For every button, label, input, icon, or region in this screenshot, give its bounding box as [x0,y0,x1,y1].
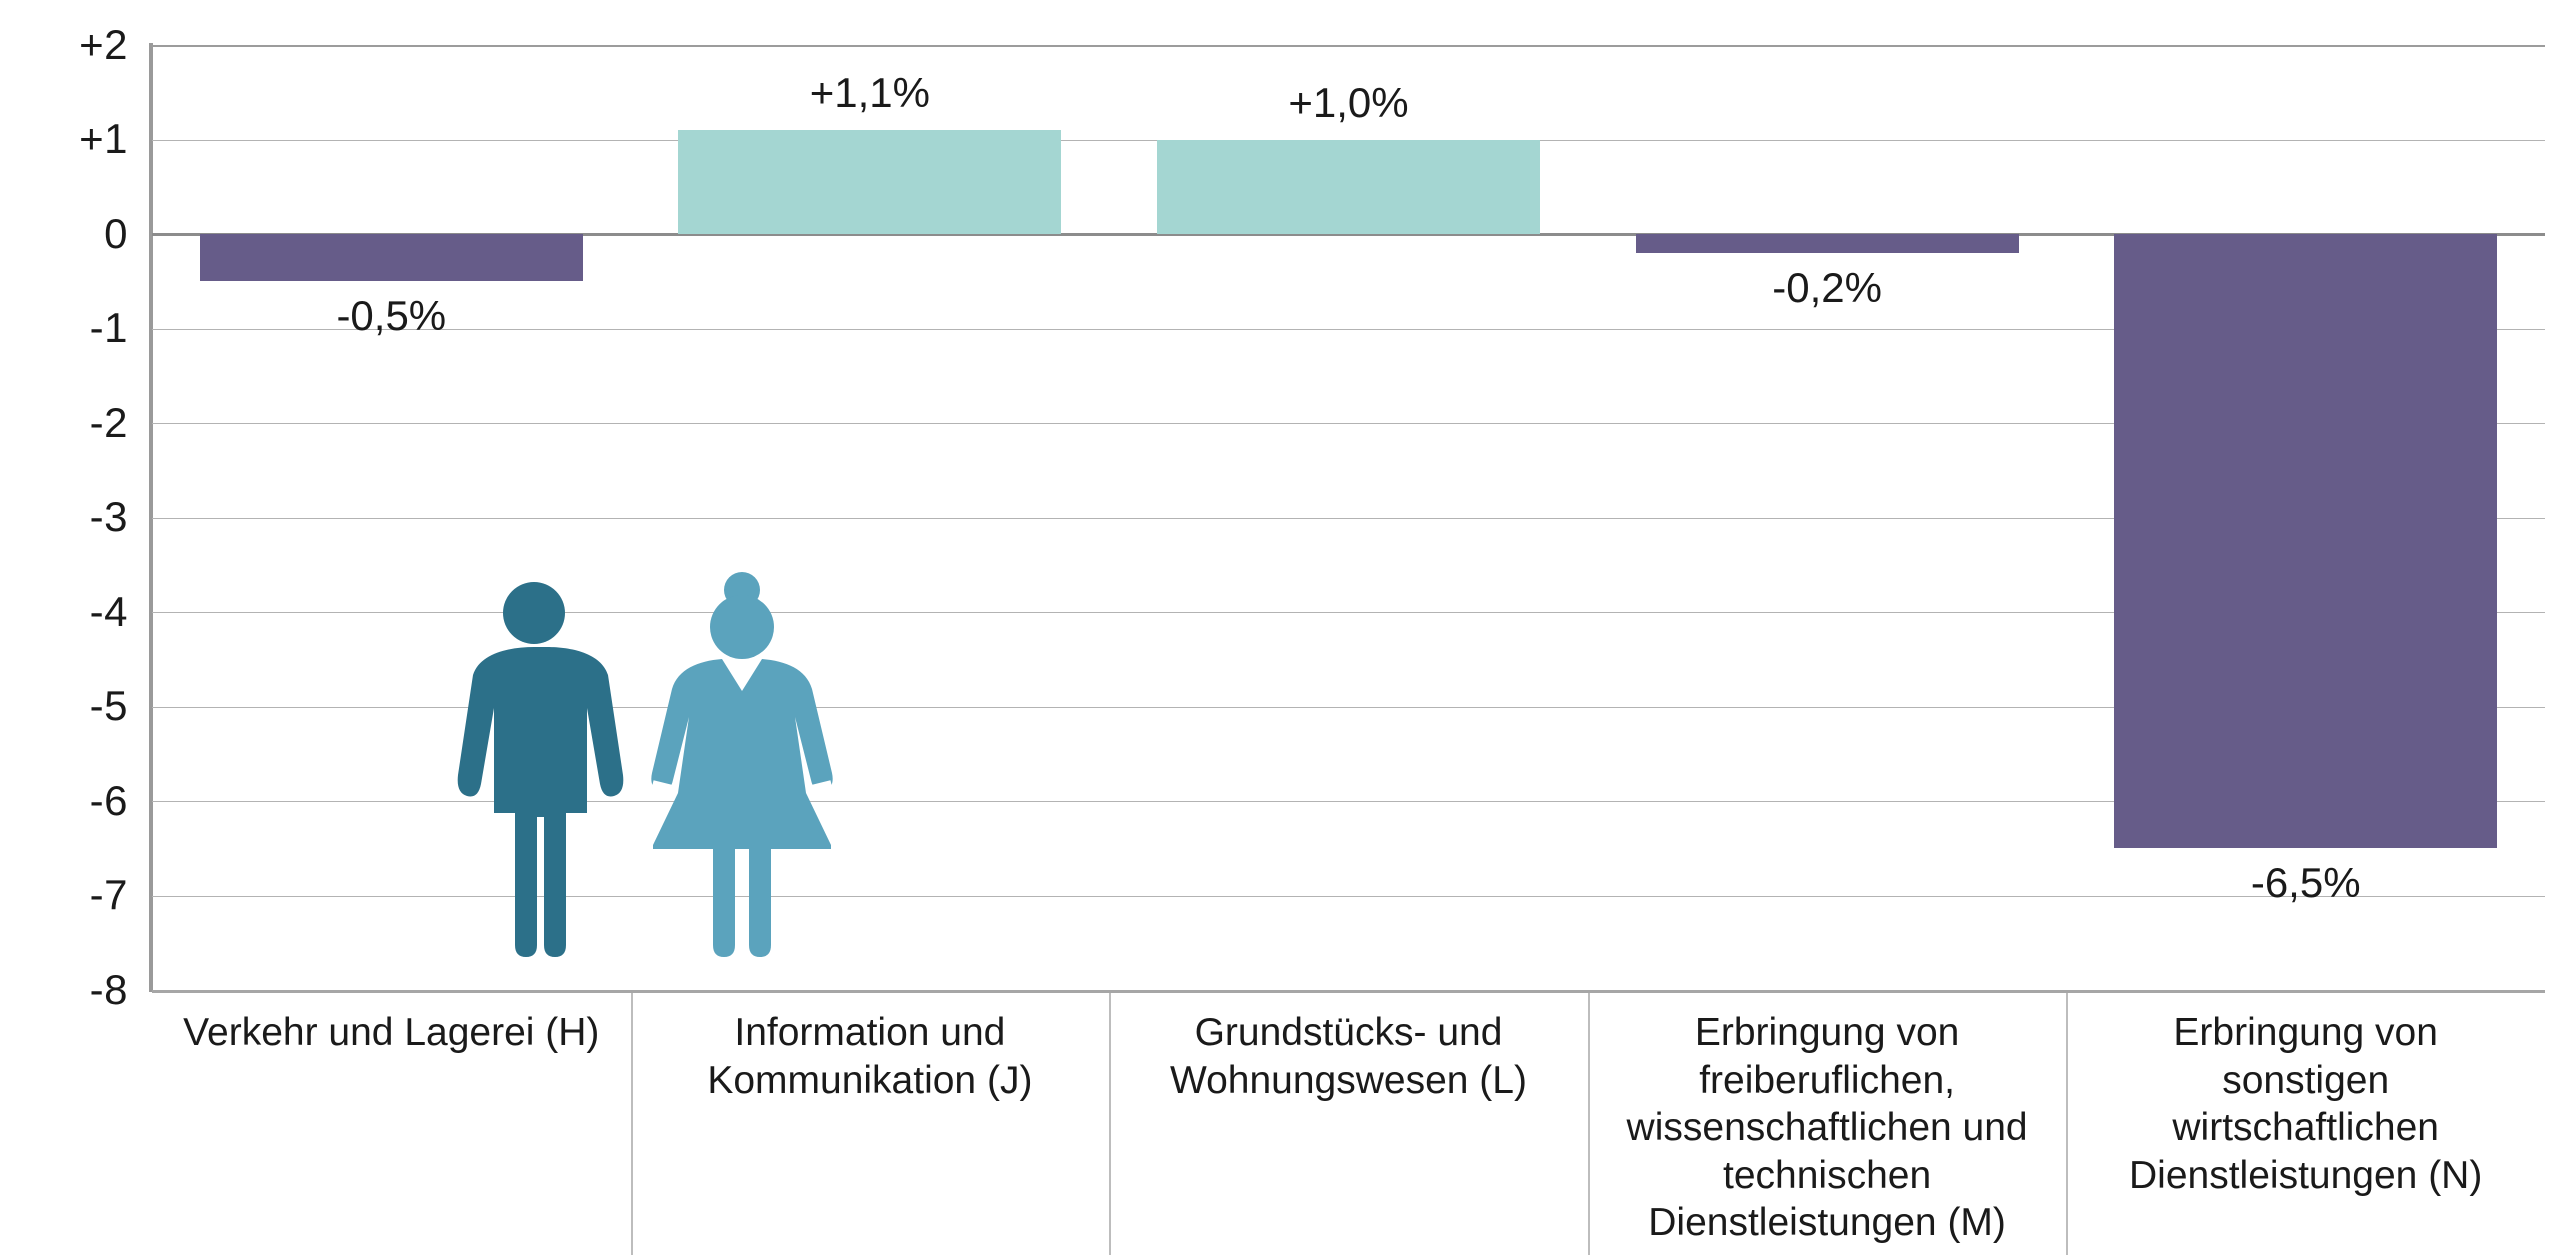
category-label-0: Verkehr und Lagerei (H) [183,1011,600,1054]
female-figure-icon [651,572,833,957]
gridline--3 [152,517,2545,519]
category-axis: Verkehr und Lagerei (H) Information und K… [152,990,2545,1260]
gridline--2 [152,423,2545,424]
y-tick-minus1: -1 [89,304,128,351]
y-tick-zero: 0 [104,210,128,257]
bar-3[interactable] [1635,234,2019,253]
y-axis-line [149,43,153,992]
y-tick-minus8: -8 [89,966,128,1013]
bar-4[interactable] [2114,234,2498,849]
y-tick-plus2: +2 [79,21,128,68]
category-label-4: Erbringung von sonstigen wirtschaftliche… [2129,1011,2483,1197]
gridline--5 [152,706,2545,708]
gridline--1 [152,328,2545,330]
male-figure-icon [457,582,624,957]
category-separator-4 [2066,993,2069,1255]
y-tick-minus5: -5 [89,682,128,729]
plot-area: -0,5% +1,1% +1,0% -0,2% -6,5% [152,45,2545,991]
category-axis-line [152,990,2545,993]
y-axis-tick-labels: +2 +1 0 -1 -2 -3 -4 -5 -6 -7 -8 [0,0,128,1013]
bar-2[interactable] [1157,139,1540,234]
category-cell-4[interactable]: Erbringung von sonstigen wirtschaftliche… [2066,993,2545,1260]
people-pictogram [440,565,870,985]
bar-label-0: -0,5% [336,292,447,340]
category-cell-1[interactable]: Information und Kommunikation (J) [631,993,1110,1260]
category-label-1: Information und Kommunikation (J) [707,1011,1033,1102]
bar-label-2: +1,0% [1288,78,1409,126]
gridline--6 [152,801,2545,802]
gridline--4 [152,612,2545,613]
category-cell-3[interactable]: Erbringung von freiberuflichen, wissensc… [1588,993,2067,1260]
gridline-0 [152,233,2545,236]
y-tick-minus3: -3 [89,493,128,540]
category-separator-2 [1109,993,1112,1255]
category-label-3: Erbringung von freiberuflichen, wissensc… [1626,1011,2028,1245]
category-separator-1 [630,993,633,1255]
bar-label-4: -6,5% [2250,859,2361,907]
bar-label-3: -0,2% [1772,263,1882,311]
category-separator-3 [1587,993,1590,1255]
category-label-2: Grundstücks- und Wohnungswesen (L) [1169,1011,1527,1102]
y-tick-minus7: -7 [89,871,128,918]
bar-0[interactable] [199,234,583,282]
bar-1[interactable] [678,130,1062,234]
category-cell-0[interactable]: Verkehr und Lagerei (H) [152,993,631,1260]
y-tick-plus1: +1 [79,115,128,162]
gridline-2 [152,45,2545,47]
bar-label-1: +1,1% [809,69,931,117]
y-tick-minus4: -4 [89,588,128,635]
y-tick-minus2: -2 [89,399,128,446]
y-tick-minus6: -6 [89,777,128,824]
gridline--7 [152,895,2545,897]
category-cell-2[interactable]: Grundstücks- und Wohnungswesen (L) [1109,993,1588,1260]
